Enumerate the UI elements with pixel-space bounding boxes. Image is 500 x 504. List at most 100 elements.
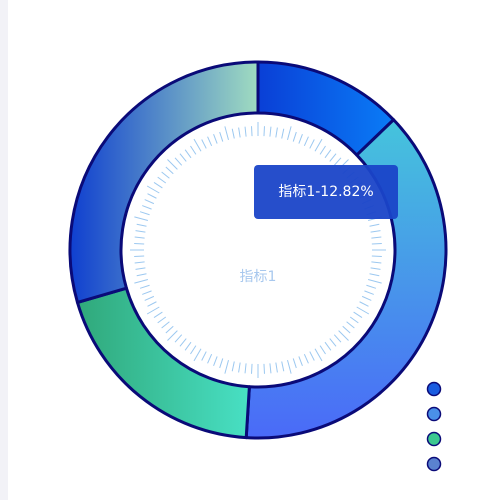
ring-tick — [275, 362, 278, 373]
ring-tick — [147, 301, 157, 307]
ring-tick — [144, 295, 155, 301]
ring-tick — [157, 176, 167, 184]
ring-tick — [134, 261, 145, 264]
ring-tick — [309, 139, 315, 149]
ring-tick — [144, 199, 155, 205]
ring-tick — [319, 145, 326, 155]
ring-tick — [314, 348, 323, 362]
ring-tick — [319, 345, 326, 355]
ring-tick — [184, 341, 192, 351]
ring-tick — [353, 311, 363, 318]
ring-tick — [134, 243, 145, 245]
ring-tick — [333, 334, 342, 343]
tooltip-box — [254, 165, 398, 219]
ring-tick — [263, 126, 265, 137]
ring-tick — [349, 316, 359, 324]
ring-tick — [356, 306, 370, 315]
ring-tick — [367, 279, 382, 284]
ring-tick — [251, 126, 253, 137]
ring-tick — [193, 138, 202, 152]
ring-tick — [174, 157, 183, 166]
ring-tick — [371, 255, 382, 257]
legend-marker — [426, 381, 442, 397]
ring-tick — [179, 153, 187, 162]
ring-tick — [314, 138, 323, 152]
ring-tick — [298, 134, 303, 144]
ring-tick — [238, 362, 241, 373]
ring-tick — [287, 126, 292, 141]
ring-tick — [139, 211, 150, 216]
legend-marker — [426, 456, 442, 472]
ring-tick — [161, 171, 170, 179]
ring-tick — [190, 345, 197, 355]
donut-segment — [68, 60, 260, 304]
ring-tick — [179, 338, 187, 347]
ring-tick — [369, 223, 380, 227]
ring-tick — [135, 230, 146, 233]
ring-tick — [324, 341, 332, 351]
ring-tick — [309, 351, 315, 361]
ring-tick — [238, 127, 241, 138]
tooltip-text: 指标1-12.82% — [278, 184, 373, 200]
ring-tick — [139, 284, 150, 289]
ring-tick — [303, 353, 309, 364]
ring-tick — [134, 236, 145, 239]
legend-marker — [426, 431, 442, 447]
ring-tick — [153, 182, 163, 189]
ring-tick — [161, 321, 170, 329]
ring-tick — [157, 316, 167, 324]
ring-tick — [213, 356, 218, 366]
ring-tick — [174, 334, 183, 343]
ring-tick — [333, 157, 342, 166]
ring-tick — [371, 236, 382, 239]
ring-tick — [366, 284, 377, 289]
ring-tick — [136, 273, 147, 277]
ring-tick — [371, 261, 382, 264]
ring-tick — [207, 136, 213, 147]
ring-tick — [269, 126, 272, 137]
ring-tick — [167, 330, 178, 341]
donut-segment — [75, 286, 251, 440]
ring-tick — [165, 325, 174, 334]
ring-tick — [201, 139, 207, 149]
ring-tick — [167, 159, 178, 170]
ring-tick — [251, 363, 253, 374]
ring-tick — [370, 230, 381, 233]
ring-tick — [370, 267, 381, 270]
ring-tick — [134, 216, 149, 221]
ring-tick — [298, 356, 303, 366]
ring-tick — [263, 363, 265, 374]
ring-tick — [287, 359, 292, 374]
ring-tick — [244, 126, 247, 137]
ring-tick — [213, 134, 218, 144]
ring-tick — [231, 128, 235, 139]
ring-tick — [224, 126, 229, 141]
ring-tick — [134, 255, 145, 257]
ring-tick — [324, 149, 332, 159]
ring-tick — [338, 330, 349, 341]
ring-tick — [142, 205, 152, 210]
ring-tick — [134, 279, 149, 284]
ring-tick — [292, 358, 297, 369]
ring-tick — [219, 358, 224, 369]
ring-tick — [359, 301, 369, 307]
ring-tick — [329, 338, 337, 347]
ring-tick — [153, 311, 163, 318]
legend-marker — [426, 406, 442, 422]
ring-tick — [219, 131, 224, 142]
ring-tick — [142, 290, 152, 295]
ring-tick — [342, 325, 351, 334]
ring-tick — [136, 223, 147, 227]
ring-tick — [231, 361, 235, 372]
ring-tick — [329, 153, 337, 162]
ring-tick — [292, 131, 297, 142]
ring-tick — [146, 185, 160, 194]
ring-tick — [135, 267, 146, 270]
ring-tick — [303, 136, 309, 147]
ring-tick — [269, 363, 272, 374]
ring-tick — [207, 353, 213, 364]
tooltip: 指标1-12.82% — [254, 165, 398, 219]
ring-tick — [244, 363, 247, 374]
